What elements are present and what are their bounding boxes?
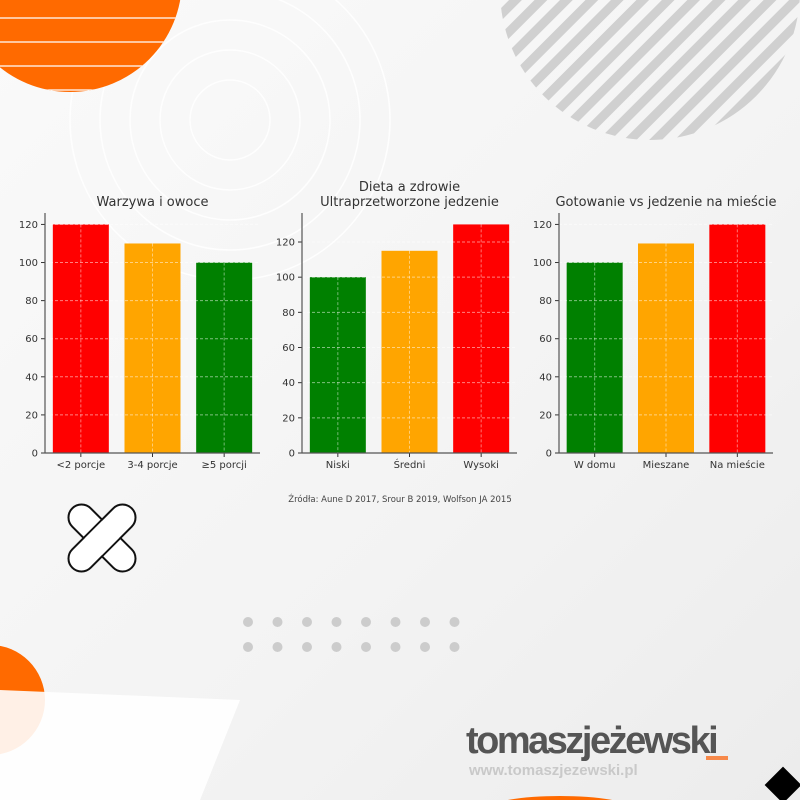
dot [243, 642, 253, 652]
y-tick-label: 40 [282, 378, 295, 389]
orange-arc-bottom [507, 796, 613, 800]
chart-1: <2 porcje 3-4 porcje ≥5 porcji 0 20 40 60 80 100… [19, 195, 260, 471]
diamond-icon [764, 766, 800, 800]
chart-title: Warzywa i owoce [96, 195, 208, 210]
chart-2: Niski Średni Wysoki 0 20 40 60 80 100 120 Dieta a … [276, 180, 517, 471]
y-tick-label: 0 [289, 449, 295, 460]
brand-url[interactable]: www.tomaszjezewski.pl [469, 762, 638, 779]
chart-title: Gotowanie vs jedzenie na mieście [555, 195, 776, 210]
dot [449, 642, 460, 652]
y-tick-label: 100 [19, 258, 38, 269]
dot [331, 617, 342, 627]
logo-underline [706, 756, 728, 760]
x-tick-label: Wysoki [463, 460, 499, 471]
y-tick-label: 80 [25, 296, 38, 307]
source-note: Źródła: Aune D 2017, Srour B 2019, Wolfs… [288, 495, 512, 505]
y-tick-label: 100 [533, 258, 552, 269]
dot [361, 617, 371, 627]
brand-logo: tomaszjeżewski [466, 720, 719, 762]
striped-circle-top-right [500, 0, 800, 140]
dot [361, 642, 371, 652]
x-tick-label: ≥5 porcji [201, 460, 246, 471]
chart-title: Ultraprzetworzone jedzenie [320, 195, 499, 210]
y-tick-label: 60 [282, 343, 295, 354]
y-tick-label: 0 [32, 449, 38, 460]
bar [453, 224, 510, 453]
dot [331, 642, 342, 652]
dot [390, 642, 401, 652]
y-tick-label: 40 [539, 372, 552, 383]
bar [381, 250, 438, 453]
y-tick-label: 120 [19, 220, 38, 231]
orange-circle-top-left [0, 0, 181, 92]
x-tick-label: Średni [394, 458, 426, 471]
dots-grid [243, 617, 460, 652]
y-tick-label: 100 [276, 273, 295, 284]
chart-title: Dieta a zdrowie [359, 180, 460, 195]
y-tick-label: 20 [539, 410, 552, 421]
x-tick-label: <2 porcje [56, 460, 105, 471]
white-shape-bottom [0, 690, 240, 800]
chart-3: W domu Mieszane Na mieście 0 20 40 60 80 100 120G… [533, 195, 777, 471]
x-tick-label: 3-4 porcje [127, 460, 177, 471]
y-tick-label: 60 [539, 334, 552, 345]
bar [196, 262, 253, 453]
x-tick-label: W domu [574, 460, 616, 471]
dot [243, 617, 253, 627]
y-tick-label: 80 [282, 308, 295, 319]
y-tick-label: 60 [25, 334, 38, 345]
bar [566, 262, 623, 453]
y-tick-label: 120 [276, 238, 295, 249]
dot [272, 642, 283, 652]
x-tick-label: Niski [326, 460, 350, 471]
x-icon [67, 503, 137, 573]
y-tick-label: 20 [25, 410, 38, 421]
bar [309, 277, 366, 453]
dot [390, 617, 401, 627]
bar [638, 243, 694, 453]
y-tick-label: 0 [546, 449, 552, 460]
dot [302, 617, 312, 627]
y-tick-label: 40 [25, 372, 38, 383]
x-tick-label: Mieszane [643, 460, 690, 471]
dot [449, 617, 460, 627]
bar [124, 243, 181, 453]
dot [272, 617, 283, 627]
y-tick-label: 120 [533, 220, 552, 231]
y-tick-label: 20 [282, 413, 295, 424]
dot [302, 642, 312, 652]
charts-panel: <2 porcje 3-4 porcje ≥5 porcji 0 20 40 60 80 100… [19, 180, 777, 471]
dot [420, 642, 430, 652]
dot [420, 617, 430, 627]
y-tick-label: 80 [539, 296, 552, 307]
x-tick-label: Na mieście [710, 459, 765, 471]
